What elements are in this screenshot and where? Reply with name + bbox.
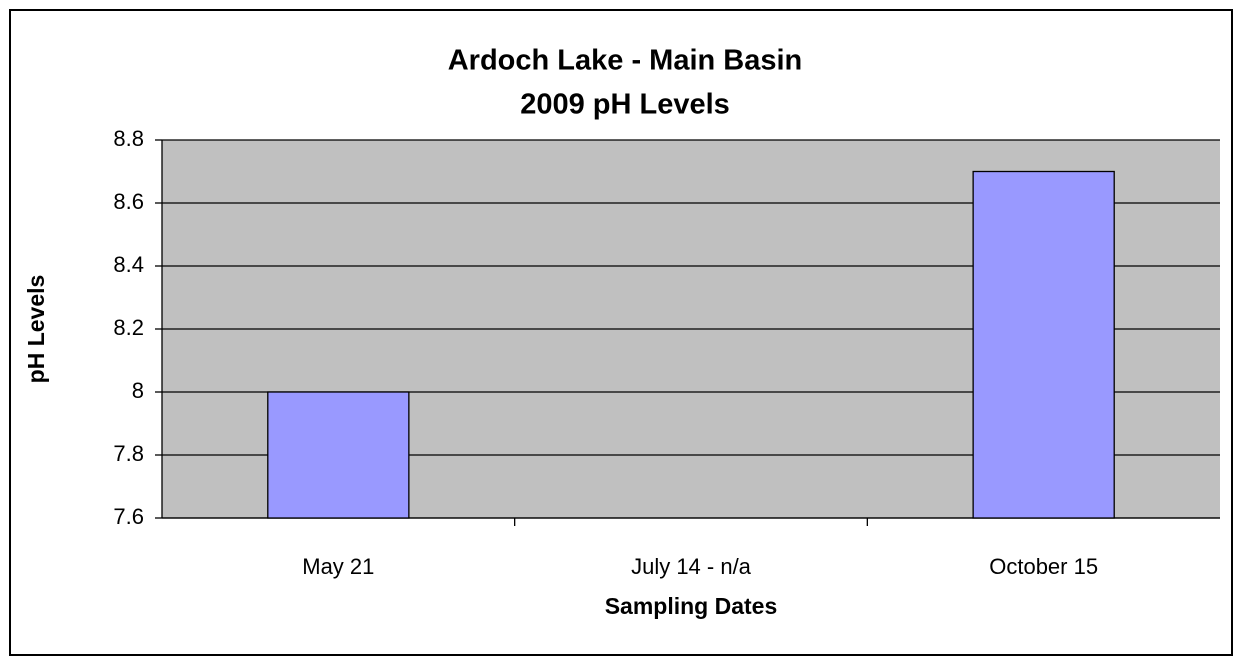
y-tick-label: 7.8 — [113, 441, 144, 466]
bar — [972, 170, 1115, 519]
bar — [267, 391, 410, 519]
y-tick-label: 8.6 — [113, 189, 144, 214]
y-tick-label: 8 — [132, 378, 144, 403]
y-tick-label: 7.6 — [113, 504, 144, 529]
x-tick-label: May 21 — [302, 554, 374, 579]
x-tick-label: October 15 — [989, 554, 1098, 579]
chart-subtitle: 2009 pH Levels — [520, 89, 730, 121]
chart-title: Ardoch Lake - Main Basin — [448, 45, 803, 77]
y-tick-label: 8.8 — [113, 126, 144, 151]
x-axis-title: Sampling Dates — [605, 593, 778, 619]
y-axis-title: pH Levels — [23, 275, 49, 384]
y-tick-label: 8.2 — [113, 315, 144, 340]
x-tick-label: July 14 - n/a — [631, 554, 752, 579]
y-tick-label: 8.4 — [113, 252, 144, 277]
